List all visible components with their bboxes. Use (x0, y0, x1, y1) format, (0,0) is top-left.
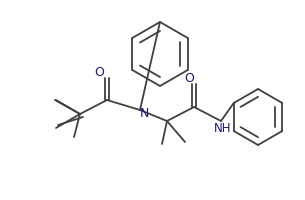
Text: NH: NH (214, 122, 232, 135)
Text: O: O (94, 66, 104, 79)
Text: O: O (184, 72, 194, 85)
Text: N: N (139, 107, 149, 120)
